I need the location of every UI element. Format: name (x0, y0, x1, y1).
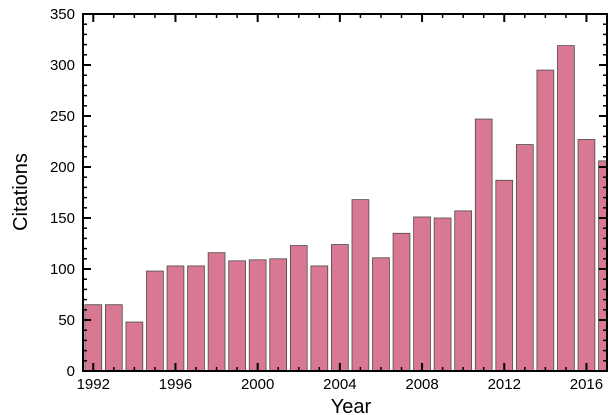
bar-1995 (146, 270, 164, 371)
bar-1993 (105, 304, 123, 371)
bar-2000 (248, 259, 267, 371)
y-tick-label: 0 (67, 363, 75, 380)
bar-2006 (372, 257, 390, 371)
x-tick-label: 2004 (323, 376, 356, 393)
x-tick-label: 2012 (488, 376, 521, 393)
x-tick-label: 1992 (77, 376, 110, 393)
bar-1999 (228, 260, 246, 371)
bar-1998 (207, 252, 226, 371)
y-tick-label: 50 (58, 312, 75, 329)
y-tick-labels: 0 50 100 150 200 250 300 350 (50, 6, 75, 380)
bar-1994 (125, 321, 144, 371)
bar-2010 (454, 210, 472, 371)
y-axis-title: Citations (10, 153, 32, 231)
bars-group (84, 45, 607, 371)
plot-frame (82, 13, 608, 372)
bar-2005 (351, 199, 370, 371)
x-tick-labels: 1992 1996 2000 2004 2008 2012 2016 (77, 376, 604, 393)
y-tick-label: 250 (50, 108, 75, 125)
x-tick-label: 2000 (241, 376, 274, 393)
bar-1997 (187, 265, 205, 371)
bar-2014 (536, 69, 555, 371)
bar-2016 (577, 139, 596, 371)
y-tick-label: 300 (50, 57, 75, 74)
bar-2001 (269, 258, 288, 371)
bar-2012 (495, 179, 514, 371)
x-tick-label: 1996 (159, 376, 192, 393)
bar-2009 (433, 217, 452, 371)
bar-1996 (166, 265, 185, 371)
y-tick-label: 350 (50, 6, 75, 23)
y-tick-label: 100 (50, 261, 75, 278)
x-tick-label: 2016 (570, 376, 603, 393)
x-axis-title: Year (331, 396, 372, 415)
bar-1992 (84, 304, 103, 371)
bar-2004 (331, 244, 349, 371)
bar-2008 (413, 216, 431, 371)
y-tick-label: 150 (50, 210, 75, 227)
bar-2003 (310, 265, 329, 371)
bar-2002 (289, 245, 308, 371)
y-tick-label: 200 (50, 159, 75, 176)
x-tick-label: 2008 (405, 376, 438, 393)
bar-2013 (515, 144, 534, 371)
bar-2011 (474, 118, 493, 371)
bar-2007 (392, 232, 411, 371)
bar-2015 (557, 45, 575, 371)
